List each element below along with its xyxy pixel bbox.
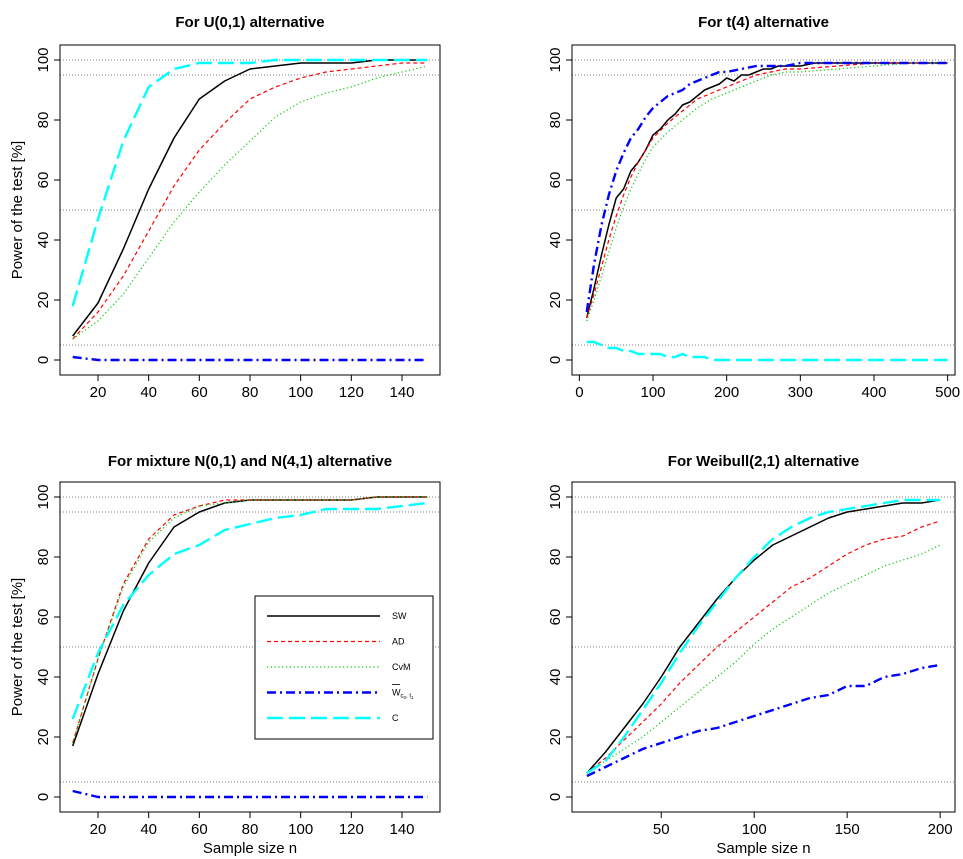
- x-tick-label: 60: [191, 821, 208, 838]
- series-line-c: [71, 58, 428, 307]
- series-line-ad: [72, 62, 428, 340]
- series-line-c: [586, 498, 941, 775]
- x-axis-label: Sample size n: [716, 840, 810, 857]
- y-tick-label: 0: [35, 793, 52, 801]
- legend-label-sw: SW: [392, 611, 407, 621]
- y-tick-label: 80: [35, 112, 52, 129]
- x-tick-label: 120: [339, 384, 364, 401]
- y-tick-label: 80: [547, 112, 564, 129]
- legend-label-cvm: CvM: [392, 662, 411, 672]
- x-tick-label: 50: [653, 821, 670, 838]
- y-axis: 0 20 40 60 80 100: [35, 47, 61, 364]
- panel-1: For U(0,1) alternative 20 40 60 80 100 120 140 0…: [9, 14, 441, 401]
- y-tick-label: 20: [35, 729, 52, 746]
- y-tick-label: 100: [35, 47, 52, 72]
- x-tick-label: 60: [191, 384, 208, 401]
- x-tick-label: 100: [641, 384, 666, 401]
- y-tick-label: 20: [547, 729, 564, 746]
- y-tick-label: 100: [35, 484, 52, 509]
- y-tick-label: 20: [35, 292, 52, 309]
- y-tick-label: 60: [547, 172, 564, 189]
- x-tick-label: 300: [788, 384, 813, 401]
- y-tick-label: 80: [35, 549, 52, 566]
- x-tick-label: 20: [90, 384, 107, 401]
- y-tick-label: 0: [547, 793, 564, 801]
- y-tick-label: 60: [35, 609, 52, 626]
- y-tick-label: 60: [547, 609, 564, 626]
- x-tick-label: 140: [389, 384, 414, 401]
- x-tick-label: 80: [242, 384, 259, 401]
- series-line-w: [72, 789, 428, 799]
- y-tick-label: 0: [547, 356, 564, 364]
- series-line-w: [585, 61, 948, 313]
- x-tick-label: 100: [742, 821, 767, 838]
- legend-label-ad: AD: [392, 637, 405, 647]
- y-tick-label: 20: [547, 292, 564, 309]
- series-line-w: [586, 663, 941, 778]
- y-tick-label: 40: [35, 232, 52, 249]
- y-tick-label: 0: [35, 356, 52, 364]
- y-tick-label: 40: [547, 232, 564, 249]
- y-axis-label: Power of the test [%]: [9, 141, 26, 279]
- y-axis: 0 20 40 60 80 100: [547, 484, 573, 801]
- y-tick-label: 100: [547, 47, 564, 72]
- y-tick-label: 80: [547, 549, 564, 566]
- x-tick-label: 100: [288, 821, 313, 838]
- series-line-ad: [72, 496, 428, 744]
- series-line-sw: [585, 62, 948, 319]
- y-axis-label: Power of the test [%]: [9, 578, 26, 716]
- x-tick-label: 0: [575, 384, 583, 401]
- x-tick-label: 80: [242, 821, 259, 838]
- legend-label-c: C: [392, 713, 399, 723]
- x-tick-label: 200: [928, 821, 953, 838]
- series-line-w: [72, 355, 428, 362]
- x-axis-label: Sample size n: [203, 840, 297, 857]
- y-tick-label: 40: [547, 669, 564, 686]
- x-tick-label: 120: [339, 821, 364, 838]
- series-line-cvm: [586, 62, 948, 322]
- series-line-cvm: [72, 65, 428, 340]
- y-axis: 0 20 40 60 80 100: [35, 484, 61, 801]
- x-axis: 20 40 60 80 100 120 140: [90, 811, 415, 838]
- x-axis: 20 40 60 80 100 120 140: [90, 374, 415, 401]
- panel-title: For Weibull(2,1) alternative: [668, 453, 859, 470]
- y-axis: 0 20 40 60 80 100: [547, 47, 573, 364]
- panel-title: For U(0,1) alternative: [175, 14, 324, 31]
- x-tick-label: 140: [389, 821, 414, 838]
- x-tick-label: 100: [288, 384, 313, 401]
- series-line-sw: [72, 59, 428, 337]
- x-tick-label: 40: [140, 384, 157, 401]
- x-tick-label: 500: [935, 384, 960, 401]
- panel-title: For mixture N(0,1) and N(4,1) alternativ…: [108, 453, 392, 470]
- panel-2: For t(4) alternative 0 100 200 300 400 500 0 20 4…: [547, 14, 960, 401]
- x-tick-label: 200: [714, 384, 739, 401]
- series-line-cvm: [586, 544, 941, 774]
- series-line-ad: [586, 520, 941, 774]
- series-line-c: [586, 340, 948, 362]
- x-axis: 0 100 200 300 400 500: [575, 374, 960, 401]
- panel-3: For mixture N(0,1) and N(4,1) alternativ…: [9, 453, 441, 857]
- x-tick-label: 150: [835, 821, 860, 838]
- y-tick-label: 40: [35, 669, 52, 686]
- y-tick-label: 60: [35, 172, 52, 189]
- panel-title: For t(4) alternative: [698, 14, 829, 31]
- y-tick-label: 100: [547, 484, 564, 509]
- x-tick-label: 20: [90, 821, 107, 838]
- series-line-c: [71, 501, 428, 720]
- x-tick-label: 40: [140, 821, 157, 838]
- x-axis: 50 100 150 200: [653, 811, 953, 838]
- series-line-ad: [586, 62, 948, 319]
- x-tick-label: 400: [861, 384, 886, 401]
- series-line-sw: [586, 499, 941, 774]
